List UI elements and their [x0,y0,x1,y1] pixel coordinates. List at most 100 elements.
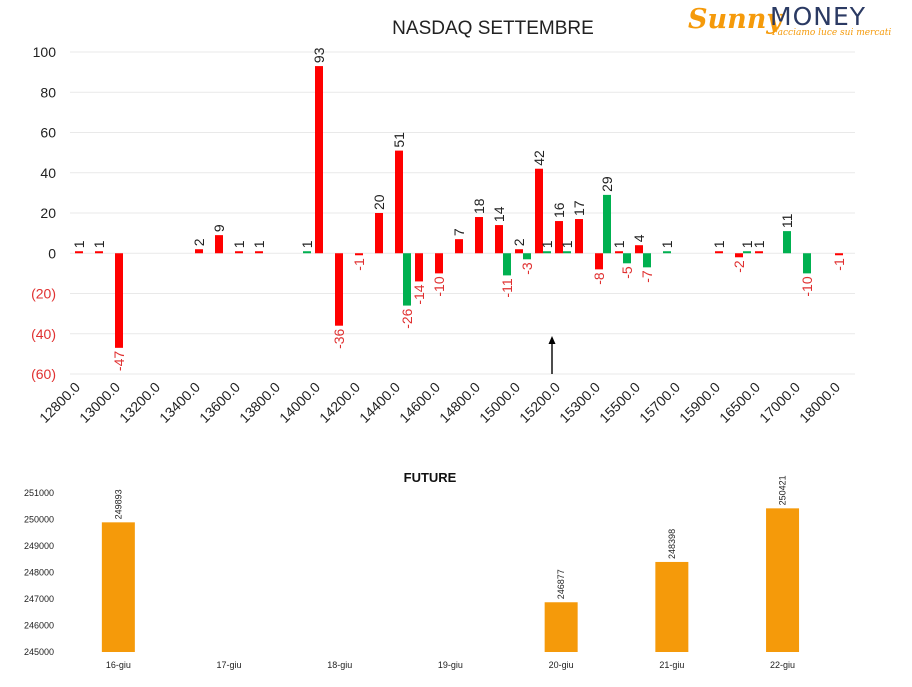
bar-value-label: -2 [731,260,747,273]
future-y-tick-label: 248000 [24,568,54,578]
future-bar-value-label: 249893 [113,489,123,519]
bar-red [195,249,203,254]
bar-red [115,253,123,348]
bar-value-label: 1 [711,240,727,248]
bar-value-label: -11 [499,278,515,297]
bar-red [415,253,423,282]
bar-green [303,251,311,254]
bar-green [663,251,671,254]
bar-red [515,249,523,254]
bar-green [643,253,651,268]
bar-value-label: -1 [351,258,367,271]
bar-red [215,235,223,254]
future-y-tick-label: 250000 [24,515,54,525]
bar-value-label: -26 [399,308,415,328]
y-tick-label: 0 [48,245,56,261]
x-tick-label: 14000.0 [276,379,323,426]
future-x-tick-label: 22-giu [770,660,795,670]
bar-green [803,253,811,274]
bar-value-label: -10 [431,276,447,296]
bar-green [523,253,531,260]
bar-value-label: 29 [599,176,615,192]
bar-value-label: 18 [471,198,487,214]
bar-value-label: 1 [659,240,675,248]
future-bar [766,508,800,652]
bar-value-label: 1 [251,240,267,248]
bar-value-label: 1 [71,240,87,248]
y-tick-label: (60) [31,366,56,382]
bar-value-label: -3 [519,262,535,275]
future-x-axis-ticks: 16-giu 17-giu 18-giu 19-giu 20-giu 21-giu 22-g… [106,660,795,670]
future-x-tick-label: 16-giu [106,660,131,670]
y-tick-label: 40 [40,165,56,181]
x-tick-label: 14800.0 [436,379,483,426]
bar-red [475,217,483,254]
x-tick-label: 15200.0 [516,379,563,426]
bar-green [543,251,551,254]
bar-red [835,253,843,256]
bar-red [575,219,583,254]
future-bar [655,561,689,652]
bar-value-label: 93 [311,47,327,63]
bar-value-label: 14 [491,206,507,222]
bar-value-label: 16 [551,202,567,218]
future-y-tick-label: 246000 [24,621,54,631]
x-tick-label: 17000.0 [756,379,803,426]
bar-green [743,251,751,254]
y-tick-label: 60 [40,125,56,141]
x-tick-label: 12800.0 [36,379,83,426]
bar-red [315,66,323,254]
bar-red [495,225,503,254]
bar-value-label: 1 [299,240,315,248]
x-tick-label: 13000.0 [76,379,123,426]
future-y-tick-label: 251000 [24,488,54,498]
bar-value-label: 2 [511,238,527,246]
bar-value-label: 7 [451,228,467,236]
bar-value-label: -7 [639,270,655,283]
y-tick-label: 20 [40,205,56,221]
bar-value-label: 4 [631,234,647,242]
bar-red [395,150,403,254]
bar-red [715,251,723,254]
future-x-tick-label: 19-giu [438,660,463,670]
future-x-tick-label: 21-giu [659,660,684,670]
bar-red [755,251,763,254]
bar-value-label: 2 [191,238,207,246]
bar-value-label: 20 [371,194,387,210]
x-axis-ticks: 12800.013000.013200.013400.013600.013800… [36,379,843,426]
bar-green [783,231,791,254]
bar-value-label: 1 [751,240,767,248]
bars [75,66,843,348]
x-tick-label: 13400.0 [156,379,203,426]
bar-green [503,253,511,276]
bar-red [375,213,383,254]
future-y-tick-label: 249000 [24,541,54,551]
bar-green [603,194,611,254]
bar-red [595,253,603,270]
future-bars [101,508,800,652]
bar-red [335,253,343,326]
future-bar [101,522,135,652]
nasdaq-options-chart: NASDAQ SETTEMBRE 100 80 60 40 20 0 (20) (40) (60… [31,18,855,426]
bar-value-label: -47 [111,351,127,371]
bar-red [615,251,623,254]
bar-value-label: 51 [391,132,407,148]
future-chart-title: FUTURE [404,470,457,485]
x-tick-label: 14400.0 [356,379,403,426]
bar-green [623,253,631,264]
bar-value-label: -8 [591,272,607,285]
future-bar-value-label: 250421 [778,475,788,505]
logo-tagline: Facciamo luce sui mercati [772,28,892,38]
future-bar-value-label: 248398 [667,529,677,559]
logo-money-text: MONEY [770,2,867,31]
x-tick-label: 15500.0 [596,379,643,426]
x-tick-label: 15900.0 [676,379,723,426]
bar-red [535,168,543,254]
x-tick-label: 13200.0 [116,379,163,426]
chart-title: NASDAQ SETTEMBRE [392,18,594,39]
x-tick-label: 14200.0 [316,379,363,426]
bar-red [555,221,563,254]
bar-red [735,253,743,258]
bar-red [75,251,83,254]
x-tick-label: 16500.0 [716,379,763,426]
